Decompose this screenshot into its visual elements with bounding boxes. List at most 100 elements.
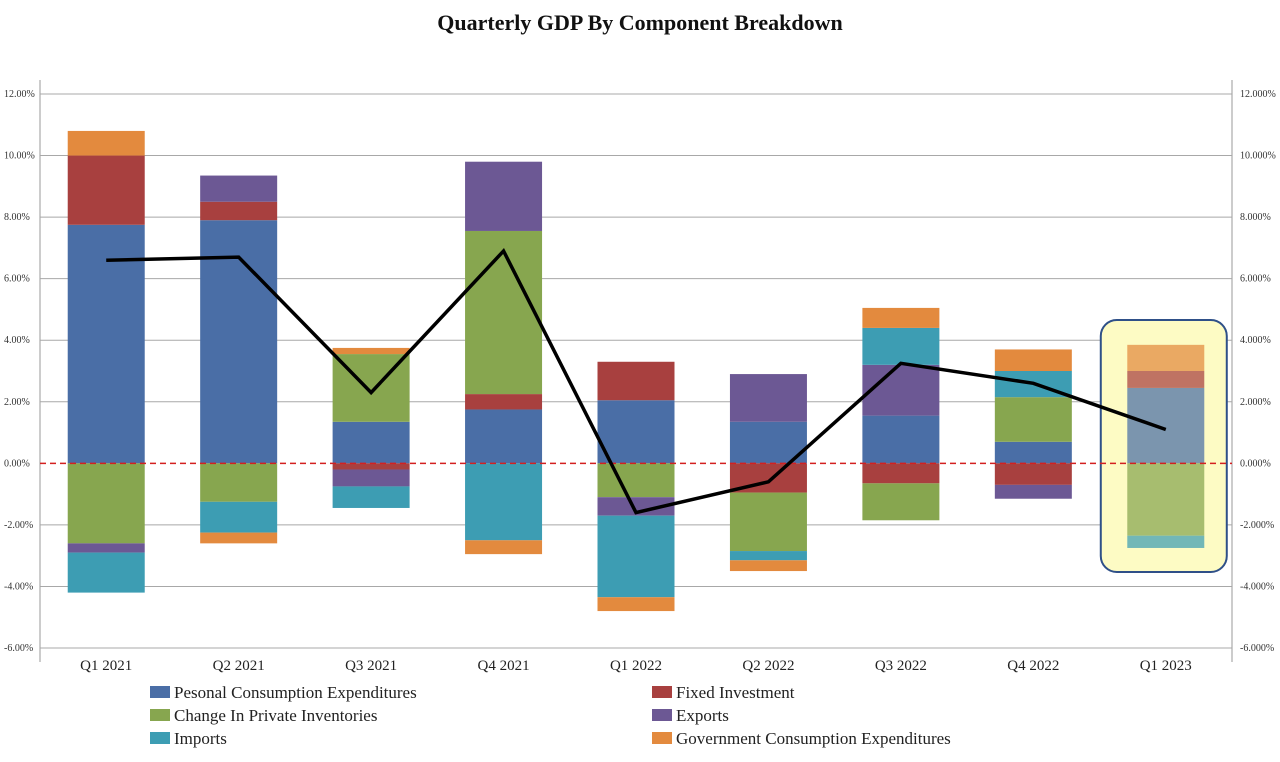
- category-labels: Q1 2021 Q2 2021 Q3 2021 Q4 2021 Q1 2022 Q2 20…: [80, 658, 1192, 674]
- bar-segment: [729, 374, 807, 422]
- bar-segment: [1127, 371, 1205, 388]
- bar-segment: [200, 201, 278, 221]
- bar-segment: [597, 515, 675, 598]
- bar-stack: [597, 361, 675, 612]
- bar-segment: [994, 463, 1072, 485]
- right-tick-label: -2.000%: [1240, 520, 1274, 531]
- bar-segment: [465, 394, 543, 410]
- left-tick-label: 10.00%: [4, 151, 35, 162]
- category-label: Q1 2021: [80, 658, 132, 674]
- bar-stack: [862, 307, 940, 521]
- left-tick-label: -2.00%: [4, 520, 33, 531]
- legend-label: Change In Private Inventories: [174, 706, 377, 725]
- bar-segment: [200, 220, 278, 464]
- bar-segment: [597, 463, 675, 498]
- gdp-line: [106, 247, 1167, 515]
- left-tick-label: 8.00%: [4, 212, 30, 223]
- right-tick-label: 2.000%: [1240, 397, 1271, 408]
- bar-segment: [332, 486, 410, 508]
- bar-segment: [465, 463, 543, 541]
- bar-segment: [862, 364, 940, 416]
- bar-segment: [862, 483, 940, 521]
- bar-segment: [597, 361, 675, 401]
- legend-swatch: [652, 709, 672, 721]
- axis-ticks: 12.00% 12.000% 10.00% 10.000% 8.00% 8.000% 6.0…: [4, 89, 1276, 654]
- legend-label: Imports: [174, 729, 227, 748]
- bar-segment: [332, 421, 410, 464]
- left-tick-label: -6.00%: [4, 643, 33, 654]
- legend-swatch: [150, 686, 170, 698]
- bar-stack: [729, 374, 807, 572]
- right-tick-label: 8.000%: [1240, 212, 1271, 223]
- category-label: Q1 2022: [610, 658, 662, 674]
- left-tick-label: 4.00%: [4, 335, 30, 346]
- category-label: Q4 2021: [478, 658, 530, 674]
- category-label: Q3 2021: [345, 658, 397, 674]
- bar-segment: [862, 327, 940, 365]
- right-tick-label: 10.000%: [1240, 151, 1276, 162]
- bar-segment: [994, 484, 1072, 499]
- right-tick-label: 0.000%: [1240, 458, 1271, 469]
- right-tick-label: 4.000%: [1240, 335, 1271, 346]
- left-tick-label: 6.00%: [4, 274, 30, 285]
- bar-segment: [862, 307, 940, 328]
- bars: [67, 130, 1205, 612]
- bar-segment: [200, 501, 278, 533]
- bar-segment: [67, 463, 145, 544]
- category-label: Q2 2021: [213, 658, 265, 674]
- bar-segment: [67, 155, 145, 225]
- bar-segment: [597, 497, 675, 516]
- bar-segment: [597, 400, 675, 464]
- left-tick-label: 12.00%: [4, 89, 35, 100]
- right-tick-label: -6.000%: [1240, 643, 1274, 654]
- right-tick-label: 12.000%: [1240, 89, 1276, 100]
- bar-stack: [1127, 344, 1205, 548]
- legend-label: Pesonal Consumption Expenditures: [174, 683, 417, 702]
- bar-segment: [1127, 387, 1205, 464]
- bar-segment: [597, 597, 675, 612]
- legend-label: Fixed Investment: [676, 683, 795, 702]
- bar-segment: [729, 421, 807, 464]
- bar-stack: [465, 161, 543, 555]
- bar-segment: [200, 463, 278, 502]
- bar-segment: [729, 492, 807, 552]
- legend-swatch: [150, 732, 170, 744]
- left-tick-label: 0.00%: [4, 458, 30, 469]
- category-label: Q2 2022: [742, 658, 794, 674]
- bar-segment: [332, 347, 410, 355]
- bar-segment: [1127, 463, 1205, 536]
- bar-stack: [67, 130, 145, 593]
- left-tick-label: -4.00%: [4, 581, 33, 592]
- category-label: Q1 2023: [1140, 658, 1192, 674]
- bar-stack: [332, 347, 410, 508]
- bar-segment: [994, 441, 1072, 464]
- bar-segment: [465, 161, 543, 231]
- legend-swatch: [652, 686, 672, 698]
- category-label: Q3 2022: [875, 658, 927, 674]
- bar-segment: [332, 469, 410, 487]
- chart-title: Quarterly GDP By Component Breakdown: [437, 10, 842, 35]
- bar-stack: [994, 349, 1072, 499]
- bar-segment: [1127, 344, 1205, 371]
- legend-label: Government Consumption Expenditures: [676, 729, 951, 748]
- bar-stack: [200, 175, 278, 544]
- legend: Pesonal Consumption Expenditures Fixed In…: [150, 683, 951, 748]
- bar-segment: [994, 349, 1072, 371]
- bar-segment: [862, 415, 940, 464]
- left-tick-label: 2.00%: [4, 397, 30, 408]
- legend-label: Exports: [676, 706, 729, 725]
- legend-swatch: [652, 732, 672, 744]
- bar-segment: [200, 532, 278, 544]
- bar-segment: [465, 409, 543, 464]
- bar-segment: [332, 463, 410, 470]
- bar-segment: [200, 175, 278, 202]
- bar-segment: [729, 551, 807, 561]
- legend-swatch: [150, 709, 170, 721]
- right-tick-label: -4.000%: [1240, 581, 1274, 592]
- bar-segment: [67, 130, 145, 156]
- bar-segment: [862, 463, 940, 484]
- category-label: Q4 2022: [1007, 658, 1059, 674]
- bar-segment: [465, 230, 543, 395]
- bar-segment: [67, 543, 145, 553]
